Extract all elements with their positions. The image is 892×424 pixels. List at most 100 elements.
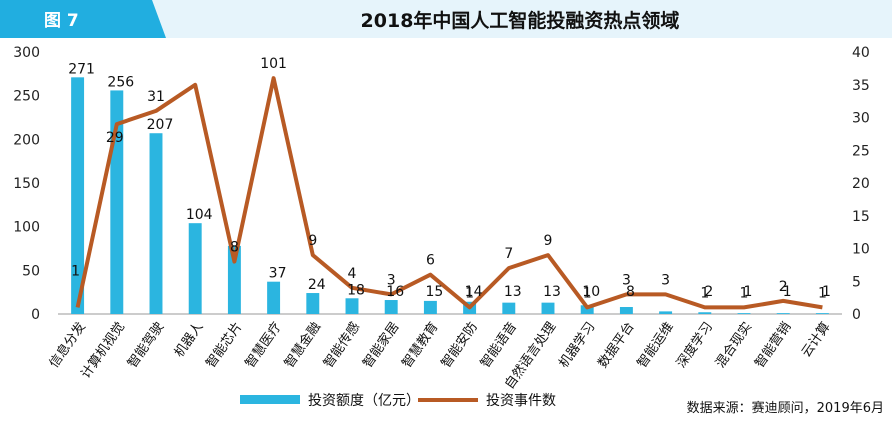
line-data-label: 4 (348, 266, 357, 282)
bar-data-label: 18 (347, 282, 365, 298)
bar (737, 313, 751, 314)
y-left-tick-label: 300 (13, 45, 40, 61)
axes: 0 50 100 150 200 250 300 0 5 10 15 20 25 30 35 40 (13, 45, 870, 323)
bar (423, 300, 437, 314)
line-data-label: 7 (504, 246, 513, 262)
line-data-label: 6 (426, 253, 435, 269)
bar-series (71, 77, 829, 315)
line-data-label: 1 (71, 263, 80, 279)
bar (776, 313, 790, 314)
bar (619, 307, 633, 314)
y-left-tick-label: 0 (31, 307, 40, 323)
y-right-tick-label: 0 (852, 307, 861, 323)
line-data-label: 9 (544, 233, 553, 249)
bar-data-label: 1 (822, 284, 831, 300)
bar (306, 293, 320, 314)
y-right-tick-label: 25 (852, 143, 870, 159)
category-label: 智能安防 (438, 319, 481, 371)
y-left-tick-label: 250 (13, 89, 40, 105)
line-data-label: 8 (230, 240, 239, 256)
y-right-tick-label: 10 (852, 242, 870, 258)
line-data-label: 3 (661, 272, 670, 288)
y-right-tick-label: 40 (852, 45, 870, 61)
line-data-label: 1 (818, 285, 827, 301)
y-left-tick-label: 50 (22, 263, 40, 279)
category-label: 信息分发 (46, 319, 89, 371)
legend: 投资额度（亿元） 投资事件数 (240, 393, 556, 409)
bar (384, 300, 398, 314)
bar (227, 245, 241, 314)
bar-data-label: 37 (269, 266, 287, 282)
bar-data-label: 1 (783, 284, 792, 300)
bar-data-label: 256 (107, 74, 134, 90)
category-label: 云计算 (799, 320, 834, 361)
bar-data-label: 15 (425, 284, 443, 300)
bar-data-label: 104 (186, 207, 213, 223)
bar (71, 77, 85, 315)
category-label: 深度学习 (673, 319, 716, 371)
category-label: 智能运维 (635, 320, 677, 371)
bar-data-label: 24 (308, 277, 326, 293)
bar-data-label: 2 (704, 284, 713, 300)
category-label: 混合现实 (713, 320, 755, 371)
y-right-tick-label: 15 (852, 209, 870, 225)
category-label: 智慧教育 (399, 319, 442, 371)
category-label: 机器学习 (556, 319, 599, 371)
category-label: 智能传感 (320, 319, 363, 371)
line-data-label: 31 (147, 89, 165, 105)
bar-data-label: 14 (465, 284, 483, 300)
bar-data-label: 13 (504, 284, 522, 300)
bar-data-label: 207 (147, 117, 174, 133)
chart-title: 2018年中国人工智能投融资热点领域 (361, 9, 680, 32)
bar (815, 313, 829, 314)
source-note: 数据来源：赛迪顾问，2019年6月 (687, 400, 884, 416)
line-data-label: 3 (387, 272, 396, 288)
figure-label-band (0, 0, 166, 38)
bar (149, 133, 163, 314)
category-label: 智能家居 (360, 319, 403, 371)
line-data-label: 9 (308, 233, 317, 249)
line-data-label: 29 (106, 130, 124, 146)
category-label: 智慧医疗 (242, 319, 285, 371)
bar (502, 302, 516, 314)
line-data-label: 101 (260, 56, 287, 72)
category-label: 机器人 (172, 320, 207, 361)
line-data-label: 1 (583, 285, 592, 301)
y-right-tick-label: 5 (852, 274, 861, 290)
bar (659, 311, 673, 314)
bar-data-label: 1 (744, 284, 753, 300)
category-label: 智能语音 (477, 319, 520, 371)
line-data-label: 1 (740, 285, 749, 301)
y-left-tick-label: 100 (13, 220, 40, 236)
category-label: 智能芯片 (204, 320, 246, 371)
y-right-tick-label: 20 (852, 176, 870, 192)
bar-data-label: 13 (543, 284, 561, 300)
category-label: 智能驾驶 (125, 320, 167, 371)
bar-data-label: 8 (626, 284, 635, 300)
bar-data-label: 16 (386, 284, 404, 300)
bar (188, 223, 202, 314)
category-label: 数据平台 (596, 320, 638, 371)
bar (698, 312, 712, 314)
line-data-label: 2 (779, 279, 788, 295)
line-data-label: 1 (700, 285, 709, 301)
line-data-label: 1 (465, 285, 474, 301)
bar-data-label: 271 (68, 61, 95, 77)
bar (267, 281, 281, 314)
category-label: 智慧金融 (281, 319, 324, 371)
bar (580, 305, 594, 314)
legend-bar-label: 投资额度（亿元） (308, 393, 420, 409)
legend-line-label: 投资事件数 (486, 393, 556, 409)
line-series (75, 76, 823, 310)
bar-data-label: 10 (582, 284, 600, 300)
legend-bar-swatch (240, 395, 300, 404)
category-label: 智能营销 (752, 320, 794, 371)
y-left-tick-label: 150 (13, 176, 40, 192)
y-left-tick-label: 200 (13, 132, 40, 148)
bar (345, 298, 359, 314)
figure-label: 图 7 (44, 11, 79, 31)
